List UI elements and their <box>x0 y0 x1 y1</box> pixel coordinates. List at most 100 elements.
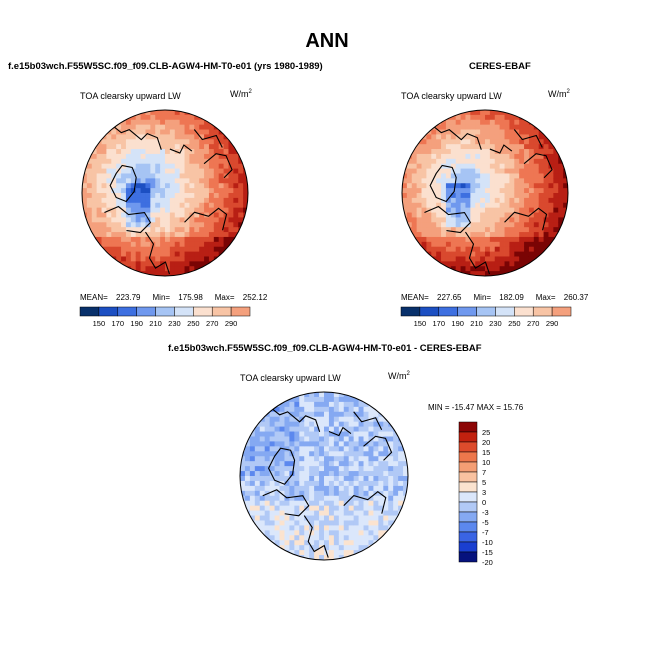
map-cell <box>228 153 234 160</box>
map-cell <box>548 188 554 194</box>
map-cell <box>165 241 171 248</box>
map-cell <box>254 441 261 447</box>
map-cell <box>393 485 399 492</box>
map-cell <box>116 149 122 155</box>
map-cell <box>324 510 330 516</box>
map-cell <box>135 178 141 184</box>
map-cell <box>155 222 161 228</box>
map-cell <box>538 183 544 189</box>
map-cell <box>358 535 364 541</box>
map-cell <box>304 540 310 546</box>
map-cell <box>543 241 549 248</box>
map-cell <box>383 490 389 497</box>
map-cell <box>368 421 374 427</box>
map-cell <box>179 256 185 262</box>
map-cell <box>328 396 335 403</box>
map-cell <box>279 461 285 467</box>
map-cell <box>284 431 290 437</box>
map-cell <box>465 183 471 189</box>
map-cell <box>543 188 549 194</box>
map-cell <box>460 173 466 179</box>
map-cell <box>289 406 295 413</box>
map-cell <box>514 251 520 257</box>
map-cell <box>455 153 461 160</box>
map-cell <box>460 158 466 165</box>
map-cell <box>436 168 442 174</box>
map-cell <box>514 271 520 276</box>
map-cell <box>393 436 399 442</box>
map-cell <box>96 188 102 194</box>
map-cell <box>338 530 345 536</box>
map-cell <box>393 505 399 511</box>
map-cell <box>485 183 491 189</box>
map-cell <box>455 139 461 145</box>
map-cell <box>319 490 325 497</box>
map-cell <box>304 446 310 452</box>
map-cell <box>450 173 457 179</box>
map-cell <box>363 535 369 541</box>
map-cell <box>140 217 146 223</box>
map-cell <box>509 232 515 238</box>
map-cell <box>378 466 384 472</box>
map-cell <box>353 530 359 536</box>
map-cell <box>314 485 320 492</box>
map-cell <box>116 256 122 262</box>
map-cell <box>499 124 505 130</box>
map-cell <box>333 505 340 511</box>
map-cell <box>189 188 195 194</box>
map-cell <box>244 446 251 452</box>
map-cell <box>125 183 132 189</box>
map-cell <box>421 149 427 155</box>
map-cell <box>111 241 117 248</box>
map-cell <box>489 163 496 169</box>
map-cell <box>358 431 364 437</box>
map-cell <box>208 251 215 257</box>
map-cell <box>82 178 88 184</box>
map-cell <box>398 466 404 472</box>
map-cell <box>135 149 141 155</box>
map-cell <box>218 178 224 184</box>
map-cell <box>218 212 224 218</box>
map-cell <box>304 426 310 432</box>
map-cell <box>279 500 285 507</box>
map-cell <box>489 193 496 199</box>
map-cell <box>519 197 525 204</box>
map-cell <box>504 212 510 218</box>
map-cell <box>533 149 540 155</box>
map-cell <box>470 246 476 252</box>
map-cell <box>455 227 461 233</box>
map-cell <box>254 446 261 452</box>
diff-colorbar-swatch <box>458 431 478 443</box>
map-cell <box>489 217 496 223</box>
map-cell <box>455 149 461 155</box>
map-cell <box>269 500 275 507</box>
map-cell <box>426 139 432 145</box>
figure-title: ANN <box>305 30 349 52</box>
map-cell <box>470 119 476 126</box>
map-cell <box>106 144 112 150</box>
map-cell <box>223 197 229 204</box>
map-cell <box>514 227 520 233</box>
map-cell <box>563 173 568 179</box>
map-cell <box>538 236 544 243</box>
map-cell <box>264 515 271 521</box>
map-cell <box>284 456 290 462</box>
map-cell <box>514 236 520 243</box>
map-cell <box>269 535 275 541</box>
map-cell <box>514 110 520 116</box>
map-cell <box>294 471 300 477</box>
map-cell <box>455 222 461 228</box>
map-cell <box>402 207 408 213</box>
map-cell <box>284 510 290 516</box>
map-cell <box>96 222 102 228</box>
map-cell <box>524 168 530 174</box>
map-cell <box>533 144 540 150</box>
map-cell <box>378 495 384 502</box>
map-cell <box>348 426 355 432</box>
map-cell <box>348 480 355 487</box>
map-cell <box>233 207 239 213</box>
map-cell <box>111 149 117 155</box>
map-cell <box>398 480 404 487</box>
map-cell <box>558 168 564 174</box>
